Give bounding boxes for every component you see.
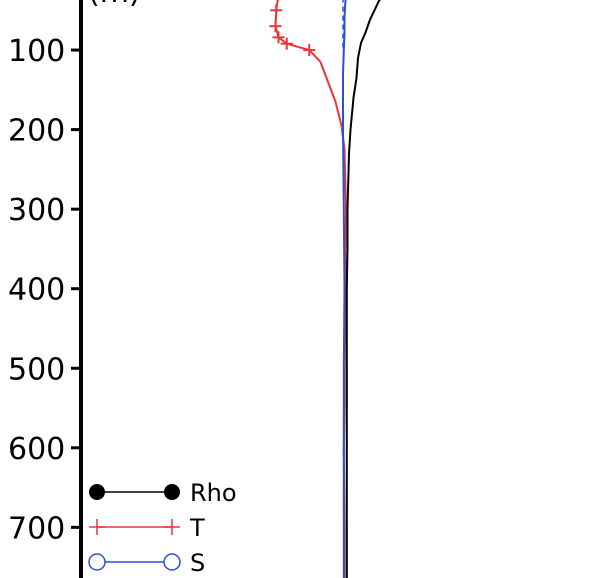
y-tick-label: 400 [8, 273, 65, 308]
series-line-rho [345, 0, 382, 578]
data-point-t [269, 20, 282, 33]
y-tick-label: 300 [8, 193, 65, 228]
series-line-t [274, 0, 348, 578]
y-axis-label-partial: (m) [88, 0, 141, 10]
data-point-t [303, 44, 316, 57]
legend-item-t: T [89, 514, 205, 542]
y-tick-label: 100 [8, 34, 65, 69]
series-line-s [342, 0, 347, 578]
data-point-t [272, 31, 285, 44]
legend-marker [164, 519, 180, 535]
series-layer [269, 0, 382, 578]
legend-marker [164, 484, 180, 500]
legend-marker [88, 553, 106, 571]
legend-label-s: S [190, 549, 205, 577]
data-point-t [280, 37, 293, 50]
legend-label-rho: Rho [190, 479, 237, 507]
y-tick-label: 600 [8, 432, 65, 467]
data-point-t [270, 4, 283, 17]
y-tick-layer: 100 200 300 400 500 600 700 [8, 34, 81, 546]
legend-marker [89, 484, 105, 500]
legend-item-s: S [88, 549, 205, 577]
legend-marker [163, 553, 181, 571]
legend-item-rho: Rho [89, 479, 237, 507]
legend: Rho TS [88, 479, 237, 577]
legend-label-t: T [189, 514, 205, 542]
legend-marker [89, 519, 105, 535]
y-tick-label: 200 [8, 114, 65, 149]
y-tick-label: 700 [8, 511, 65, 546]
y-tick-label: 500 [8, 352, 65, 387]
